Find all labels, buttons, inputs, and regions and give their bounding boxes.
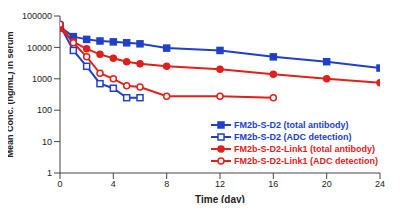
- svg-text:0: 0: [57, 179, 62, 189]
- svg-text:1000: 1000: [32, 74, 52, 84]
- svg-text:20: 20: [322, 179, 332, 189]
- svg-text:4: 4: [111, 179, 116, 189]
- html-text:FM2b-S-D2-Link1 (total antibod: FM2b-S-D2-Link1 (total antibody): [234, 144, 375, 154]
- svg-text:12: 12: [215, 179, 225, 189]
- svg-text:100000: 100000: [22, 11, 52, 21]
- html-text:FM2b-S-D2 (ADC detection): FM2b-S-D2 (ADC detection): [234, 132, 352, 142]
- svg-text:1: 1: [47, 168, 52, 178]
- svg-text:10000: 10000: [27, 43, 52, 53]
- svg-text:100: 100: [37, 105, 52, 115]
- html-text:FM2b-S-D2 (total antibody): FM2b-S-D2 (total antibody): [234, 120, 349, 130]
- svg-text:8: 8: [164, 179, 169, 189]
- svg-text:16: 16: [268, 179, 278, 189]
- svg-text:24: 24: [375, 179, 385, 189]
- svg-text:Time (day): Time (day): [195, 194, 245, 203]
- svg-text:10: 10: [42, 137, 52, 147]
- svg-text:Mean Conc. (ng/mL) in serum: Mean Conc. (ng/mL) in serum: [8, 31, 15, 157]
- html-text:FM2b-S-D2-Link1 (ADC detection: FM2b-S-D2-Link1 (ADC detection): [234, 156, 378, 166]
